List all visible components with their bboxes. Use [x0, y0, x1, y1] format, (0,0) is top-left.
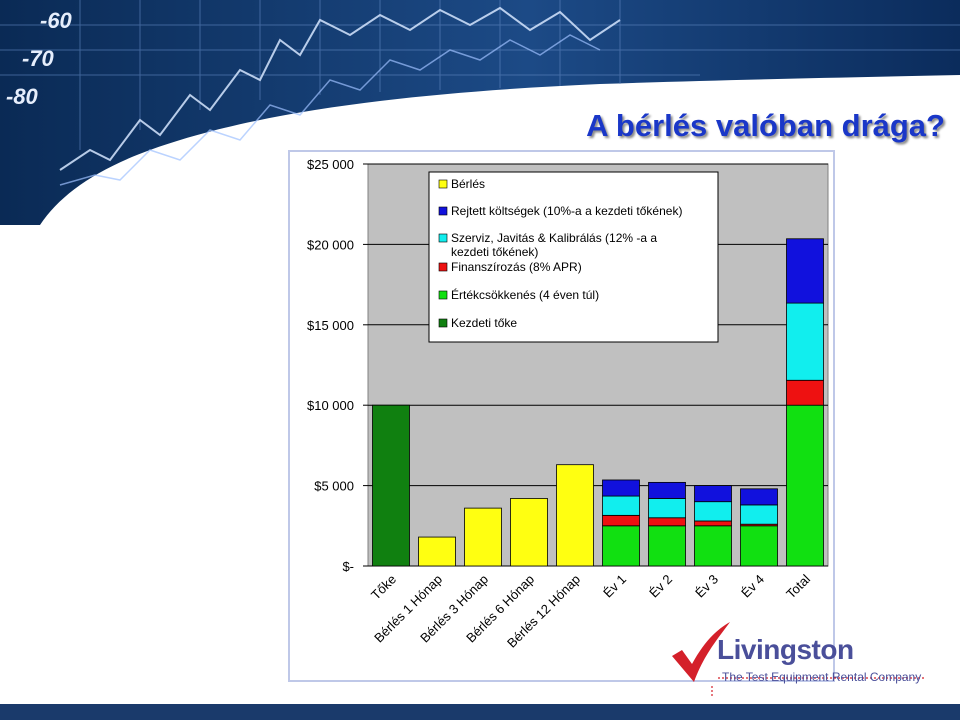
- bar-segment: [464, 507, 502, 567]
- legend-label: Rejtett költségek (10%-a a kezdeti tőkén…: [451, 204, 682, 218]
- legend-swatch: [438, 179, 448, 189]
- x-tick-label: Év 3: [692, 572, 721, 601]
- bar-segment: [648, 498, 686, 519]
- bar-segment: [418, 536, 456, 567]
- bar-segment: [786, 302, 824, 381]
- x-tick-label: Év 2: [646, 572, 675, 601]
- legend-label: Bérlés: [451, 177, 485, 191]
- bar-segment: [510, 498, 548, 567]
- y-tick-label: $20 000: [307, 237, 354, 252]
- banner-axis-number: -80: [6, 84, 39, 109]
- bar-segment: [372, 404, 410, 567]
- x-tick-label: Év 1: [600, 572, 629, 601]
- x-tick-label: Tőke: [368, 572, 399, 603]
- legend-swatch: [438, 233, 448, 243]
- bar-segment: [740, 525, 778, 567]
- y-tick-label: $-: [342, 559, 354, 574]
- legend-swatch: [438, 206, 448, 216]
- y-tick-label: $15 000: [307, 318, 354, 333]
- banner-axis-number: -60: [40, 8, 73, 33]
- bar-segment: [648, 517, 686, 527]
- bar-segment: [556, 464, 594, 567]
- legend-label: Finanszírozás (8% APR): [451, 260, 582, 274]
- bar-segment: [648, 481, 686, 499]
- x-tick-label: Év 4: [738, 572, 767, 601]
- bar-segment: [648, 525, 686, 567]
- legend-box: [428, 171, 719, 343]
- logo-tagline: The Test Equipment Rental Company: [722, 670, 922, 684]
- y-tick-label: $10 000: [307, 398, 354, 413]
- bar-segment: [602, 495, 640, 516]
- livingston-logo: [672, 622, 926, 698]
- checkmark-icon: [672, 622, 730, 682]
- slide-title: A bérlés valóban drága?: [586, 108, 945, 143]
- bar-segment: [694, 485, 732, 503]
- legend-swatch: [438, 318, 448, 328]
- bar-segment: [694, 520, 732, 527]
- bar-segment: [786, 404, 824, 567]
- legend-swatch: [438, 262, 448, 272]
- bar-segment: [602, 479, 640, 497]
- legend-swatch: [438, 290, 448, 300]
- bar-segment: [694, 501, 732, 522]
- stacked-bar-chart: $- $5 000 $10 000 $15 000 $20 000 $25 000 Tőke…: [307, 157, 829, 651]
- banner-axis-number: -70: [22, 46, 55, 71]
- x-tick-label: Total: [783, 571, 813, 601]
- legend-label: Kezdeti tőke: [451, 316, 517, 330]
- y-tick-label: $5 000: [314, 479, 354, 494]
- bar-segment: [740, 504, 778, 525]
- bar-segment: [694, 525, 732, 567]
- bar-segment: [786, 379, 824, 406]
- bar-segment: [602, 525, 640, 567]
- logo-name: Livingston: [717, 634, 854, 665]
- bar-segment: [740, 488, 778, 506]
- footer-bar: [0, 704, 960, 720]
- header-banner: -60 -70 -80: [0, 0, 960, 225]
- bar-segment: [786, 238, 824, 304]
- y-tick-label: $25 000: [307, 157, 354, 172]
- legend-label: Értékcsökkenés (4 éven túl): [451, 287, 599, 302]
- bar-segment: [602, 514, 640, 527]
